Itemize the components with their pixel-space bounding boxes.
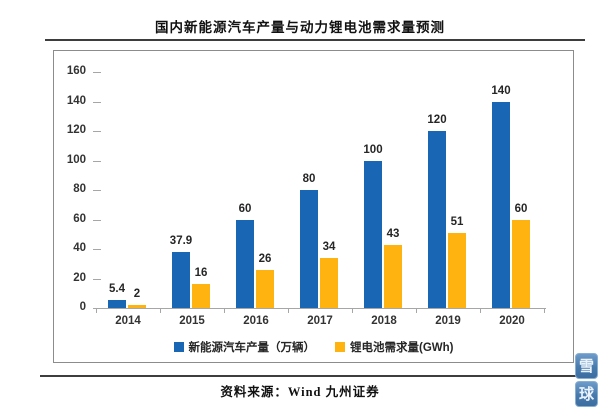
legend-swatch-vehicle [173,342,184,352]
title-divider [45,39,585,41]
legend-swatch-battery [335,342,345,352]
chart-frame [53,50,574,363]
legend-item-vehicle: 新能源汽车产量（万辆） [173,339,316,355]
source-note: 资料来源：Wind 九州证券 [220,385,380,399]
xueqiu-watermark-logo: 雪 球 [575,353,599,407]
footer-divider [40,375,585,377]
chart-legend: 新能源汽车产量（万辆） 锂电池需求量(GWh) [53,339,574,355]
watermark-tile-top: 雪 [575,353,598,379]
watermark-tile-bottom: 球 [575,381,598,407]
legend-item-battery: 锂电池需求量(GWh) [335,339,453,355]
legend-label-battery: 锂电池需求量(GWh) [350,342,454,354]
chart-title: 国内新能源汽车产量与动力锂电池需求量预测 [155,20,445,35]
legend-label-vehicle: 新能源汽车产量（万辆） [188,342,316,354]
